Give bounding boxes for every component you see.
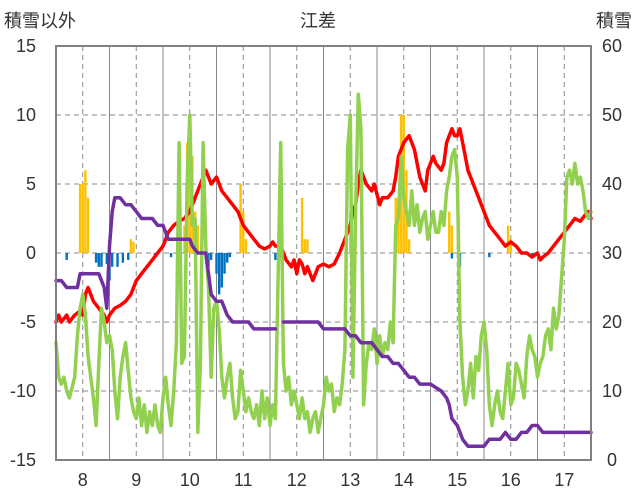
bar [84,170,87,253]
x-tick-label: 14 [394,470,414,490]
bar [448,211,451,253]
bar [225,253,229,263]
plot-frame [55,45,592,461]
left-axis-title: 積雪以外 [4,11,76,31]
bar [116,253,119,267]
bar [110,253,114,267]
left-tick-label: 10 [16,105,36,125]
chart-title: 江差 [300,11,336,31]
bar [303,239,306,253]
bar [207,253,210,267]
x-tick-label: 17 [554,470,574,490]
x-tick-label: 12 [287,470,307,490]
x-axis-ticks: 8 9 10 11 12 13 14 15 16 17 [78,470,575,490]
bar [242,211,245,253]
left-tick-label: -15 [10,450,36,470]
bar [196,225,199,253]
right-tick-label: 10 [602,381,622,401]
left-axis-ticks: 15 10 5 0 -5 -10 -15 [10,36,36,470]
x-tick-label: 13 [340,470,360,490]
bar [209,253,213,260]
x-tick-label: 15 [447,470,467,490]
series-line [54,127,593,324]
series-line [54,92,593,435]
x-tick-label: 9 [131,470,141,490]
bar [86,197,90,253]
bar [129,239,133,253]
right-axis-ticks: 60 50 40 30 20 10 0 [602,36,622,470]
bar [228,253,232,258]
bar [78,184,82,253]
bar [397,197,400,253]
bar [215,253,218,274]
bar [509,239,512,253]
series-line [54,196,593,448]
right-tick-label: 20 [602,312,622,332]
bar [306,239,309,253]
bar [169,253,173,258]
bar [300,197,304,253]
bar [127,253,130,260]
x-tick-label: 8 [78,470,88,490]
bar [488,253,491,258]
left-tick-label: 5 [26,174,36,194]
x-tick-label: 10 [180,470,200,490]
left-tick-label: 15 [16,36,36,56]
bar [407,239,411,253]
bar [81,184,84,253]
right-tick-label: 40 [602,174,622,194]
bar [220,253,224,288]
bar [105,253,109,265]
bar [450,253,454,259]
right-tick-label: 50 [602,105,622,125]
x-tick-label: 16 [501,470,521,490]
bar [506,225,510,253]
left-tick-label: -5 [20,312,36,332]
right-tick-label: 60 [602,36,622,56]
right-axis-title: 積雪 [596,11,632,31]
right-tick-label: 30 [602,243,622,263]
bar [244,239,248,253]
bar [100,253,103,267]
bar [223,253,226,274]
x-tick-label: 11 [234,470,253,490]
bar [132,241,135,253]
bar [121,253,125,263]
left-tick-label: -10 [10,381,36,401]
bar [274,253,277,260]
bar [97,253,101,267]
right-tick-label: 0 [607,450,617,470]
bar [450,225,454,253]
left-tick-label: 0 [26,243,36,263]
line-series [54,92,593,448]
bar [94,253,98,263]
bar [65,253,68,260]
bar [217,253,221,295]
